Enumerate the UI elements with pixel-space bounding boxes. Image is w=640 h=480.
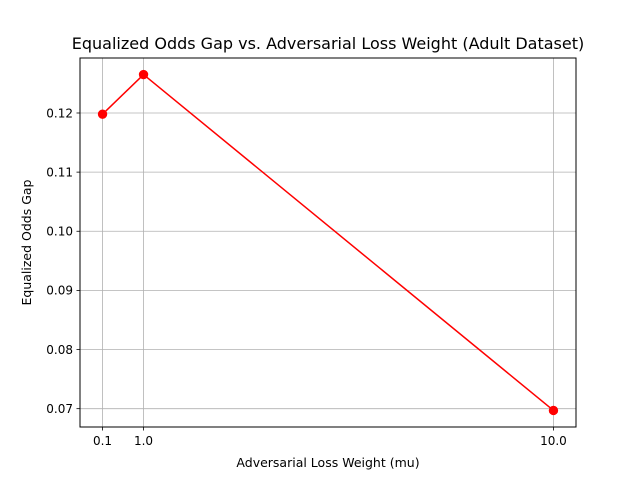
y-tick-label: 0.08 (46, 343, 73, 357)
plot-frame (79, 57, 577, 428)
y-tick-label: 0.12 (46, 106, 73, 120)
chart-title: Equalized Odds Gap vs. Adversarial Loss … (72, 34, 584, 53)
data-point (138, 69, 149, 80)
y-tick-label: 0.11 (46, 165, 73, 179)
x-tick-label: 10.0 (540, 434, 567, 448)
data-point (548, 405, 559, 416)
tick-layer: 0.1 1.0 10.0 0.07 0.08 0.09 0.10 0.11 0.12 (46, 106, 567, 448)
y-tick-label: 0.10 (46, 225, 73, 239)
grid-layer (80, 58, 576, 427)
y-tick-label: 0.09 (46, 284, 73, 298)
data-point (97, 109, 108, 119)
x-tick-label: 1.0 (134, 434, 153, 448)
x-tick-label: 0.1 (93, 434, 112, 448)
y-axis-label: Equalized Odds Gap (19, 179, 34, 305)
x-axis-label: Adversarial Loss Weight (mu) (236, 455, 419, 470)
series-layer (97, 69, 559, 416)
y-tick-label: 0.07 (46, 402, 73, 416)
